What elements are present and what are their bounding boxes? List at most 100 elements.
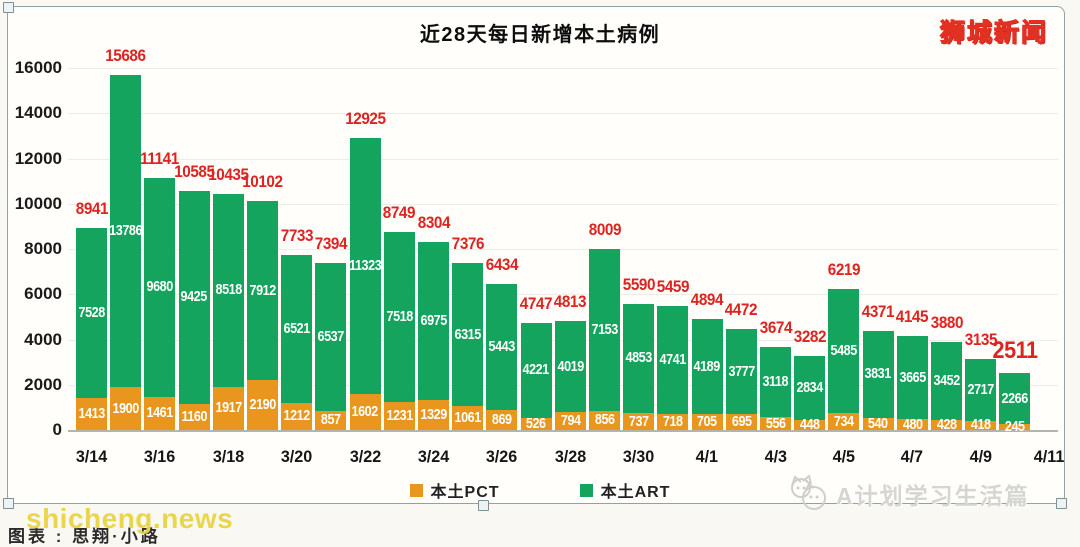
total-value-label: 3880 — [930, 313, 963, 333]
pct-bar-segment — [589, 410, 620, 430]
art-bar-segment — [486, 284, 518, 411]
pct-value-label: 1900 — [112, 399, 140, 417]
art-bar-segment — [281, 255, 313, 403]
pct-value-label: 856 — [594, 411, 615, 429]
art-value-label: 7912 — [249, 281, 276, 299]
total-value-label: 4894 — [690, 290, 724, 310]
art-bar-segment — [212, 193, 244, 387]
pct-bar-segment — [554, 412, 586, 430]
x-axis-tick-label: 3/14 — [75, 447, 108, 466]
pct-value-label: 869 — [492, 411, 512, 429]
art-bar-segment — [383, 232, 415, 403]
total-value-label: 4747 — [519, 293, 553, 313]
total-value-label: 7733 — [280, 226, 314, 246]
pct-value-label: 737 — [628, 412, 649, 430]
pct-bar-segment — [862, 417, 894, 430]
cat-face-icon — [786, 472, 836, 517]
x-axis-tick-label: 3/30 — [622, 447, 655, 466]
y-axis-tick-label: 12000 — [14, 148, 62, 168]
art-value-label: 6521 — [283, 319, 311, 337]
art-value-label: 9425 — [180, 288, 208, 306]
x-axis-tick-label: 3/26 — [486, 447, 518, 466]
legend-item-art: 本土ART — [579, 478, 671, 502]
total-value-label: 12925 — [344, 108, 386, 128]
x-axis-tick-label: 4/9 — [969, 447, 992, 466]
art-value-label: 8518 — [215, 281, 242, 299]
total-value-label: 6219 — [827, 260, 861, 280]
pct-value-label: 1231 — [386, 407, 413, 425]
art-value-label: 3777 — [728, 362, 755, 380]
pct-bar-segment — [178, 403, 210, 430]
pct-value-label: 1160 — [181, 407, 207, 425]
art-value-label: 3831 — [864, 365, 892, 383]
gridline — [68, 68, 1058, 69]
total-value-label: 8304 — [417, 213, 450, 233]
total-value-label: 8941 — [75, 198, 108, 218]
art-bar-segment — [725, 328, 757, 415]
art-value-label: 3118 — [762, 373, 789, 391]
art-bar-segment — [178, 190, 210, 404]
art-bar-segment — [657, 306, 689, 414]
art-bar-segment — [452, 263, 484, 406]
art-value-label: 4019 — [557, 357, 584, 375]
art-value-label: 7153 — [591, 320, 618, 338]
brand-badge: 狮城新闻 — [939, 18, 1048, 47]
total-value-label: 4472 — [725, 299, 758, 319]
pct-value-label: 245 — [1005, 418, 1025, 436]
pct-bar-segment — [691, 414, 723, 430]
channel-watermark: A计划学习生活篇 — [836, 483, 1030, 509]
pct-value-label: 1413 — [78, 405, 105, 422]
total-value-label: 7376 — [451, 234, 485, 254]
art-bar-segment — [520, 322, 552, 419]
art-value-label: 4221 — [522, 361, 550, 379]
pct-value-label: 428 — [936, 416, 957, 434]
art-value-label: 4741 — [659, 351, 687, 369]
pct-value-label: 480 — [902, 415, 923, 433]
art-bar-segment — [418, 242, 449, 400]
pct-bar-segment — [657, 413, 689, 430]
total-value-label: 5459 — [656, 277, 690, 297]
pct-bar-segment — [383, 402, 415, 430]
art-value-label: 6537 — [317, 327, 345, 345]
y-axis-tick-label: 2000 — [24, 374, 62, 394]
pct-bar-segment — [931, 420, 962, 430]
pct-bar-segment — [418, 399, 449, 430]
resize-handle-bottom-left — [3, 498, 14, 509]
pct-swatch-icon — [409, 483, 423, 497]
pct-bar-segment — [623, 413, 655, 430]
legend-label-art: 本土ART — [600, 484, 671, 501]
pct-bar-segment — [486, 410, 518, 430]
pct-value-label: 794 — [560, 412, 581, 430]
total-value-label: 4813 — [554, 292, 587, 312]
art-bar-segment — [896, 336, 928, 420]
total-value-label: 3282 — [793, 326, 827, 346]
art-bar-segment — [589, 248, 620, 411]
pct-bar-segment — [247, 380, 278, 430]
total-value-label: 8009 — [588, 219, 621, 239]
art-value-label: 11323 — [348, 256, 382, 274]
y-axis-tick-label: 8000 — [24, 239, 62, 258]
legend-item-pct: 本土PCT — [409, 478, 500, 502]
x-axis-tick-label: 3/24 — [417, 447, 450, 466]
total-value-label: 10585 — [173, 161, 215, 181]
art-bar-segment — [315, 262, 347, 411]
pct-value-label: 556 — [765, 414, 786, 432]
pct-bar-segment — [760, 417, 791, 430]
total-value-label: 6434 — [485, 255, 519, 275]
art-value-label: 2266 — [1001, 389, 1029, 407]
art-bar-segment — [554, 321, 586, 413]
total-value-label: 5590 — [622, 274, 656, 294]
total-value-label: 8749 — [383, 203, 416, 223]
pct-value-label: 1917 — [215, 399, 242, 417]
total-value-label: 3135 — [964, 330, 998, 350]
pct-value-label: 1461 — [146, 404, 174, 422]
resize-handle-bottom-right — [1056, 498, 1067, 509]
art-bar-segment — [623, 303, 655, 414]
pct-bar-segment — [144, 396, 176, 430]
art-bar-segment — [999, 373, 1031, 425]
y-axis-tick-label: 6000 — [24, 284, 62, 304]
art-value-label: 7518 — [386, 308, 413, 326]
pct-value-label: 1602 — [351, 402, 379, 420]
pct-value-label: 718 — [663, 412, 683, 430]
